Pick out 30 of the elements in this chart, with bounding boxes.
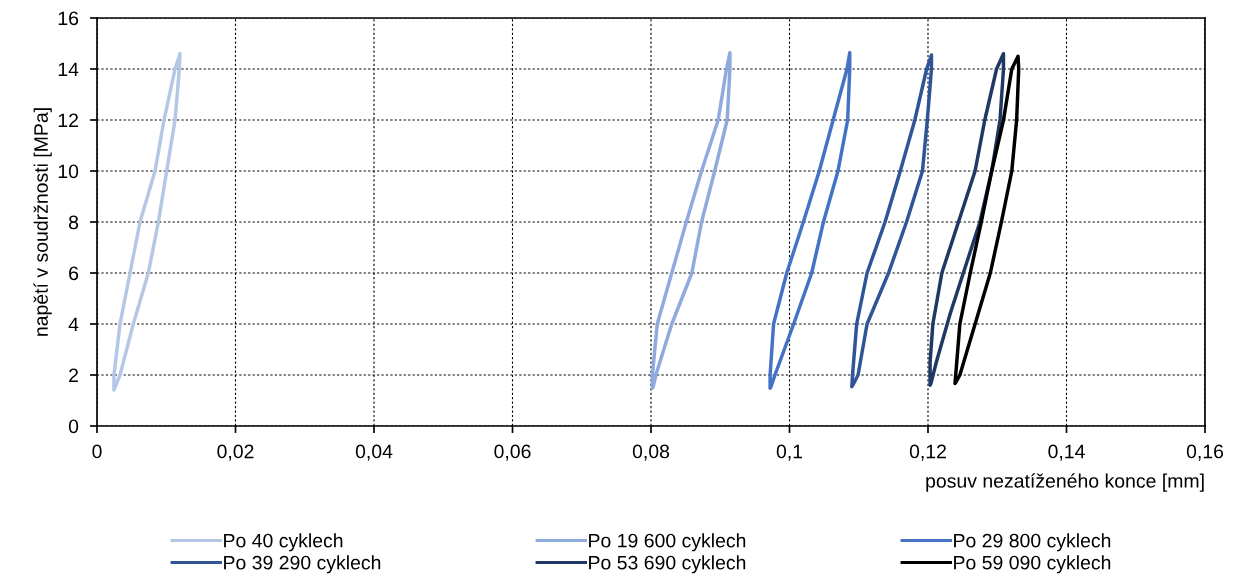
- legend-label: Po 19 600 cyklech: [589, 533, 746, 552]
- line-series: [112, 51, 182, 392]
- legend-label: Po 53 690 cyklech: [589, 555, 746, 574]
- x-tick-label: 0,16: [1186, 444, 1224, 461]
- line-series: [768, 50, 852, 390]
- y-tick-label: 0: [68, 419, 79, 434]
- y-tick-label: 4: [68, 317, 79, 332]
- x-axis-title: posuv nezatíženého konce [mm]: [926, 473, 1204, 492]
- y-tick-label: 10: [58, 164, 79, 179]
- x-tick-label: 0: [92, 444, 102, 459]
- y-tick-label: 12: [58, 113, 78, 128]
- x-tick-label: 0,02: [217, 444, 254, 461]
- y-tick-label: 14: [58, 62, 79, 77]
- y-tick-label: 16: [58, 11, 79, 26]
- x-tick-label: 0,1: [776, 444, 803, 461]
- x-tick-label: 0,06: [494, 444, 531, 461]
- x-tick-label: 0,12: [909, 444, 946, 461]
- x-tick-label: 0,08: [632, 444, 670, 461]
- legend-label: Po 39 290 cyklech: [224, 555, 381, 574]
- y-tick-label: 2: [69, 368, 78, 383]
- x-tick-label: 0,14: [1048, 444, 1085, 461]
- line-series: [850, 53, 934, 389]
- y-axis-title: napětí v soudržnosti [MPa]: [33, 108, 52, 336]
- line-series: [650, 50, 732, 390]
- x-tick-label: 0,04: [355, 444, 393, 461]
- legend-label: Po 29 800 cyklech: [954, 533, 1111, 552]
- legend-label: Po 59 090 cyklech: [954, 555, 1111, 574]
- y-tick-label: 8: [68, 215, 79, 230]
- y-tick-label: 6: [69, 266, 79, 281]
- legend-label: Po 40 cyklech: [224, 533, 343, 552]
